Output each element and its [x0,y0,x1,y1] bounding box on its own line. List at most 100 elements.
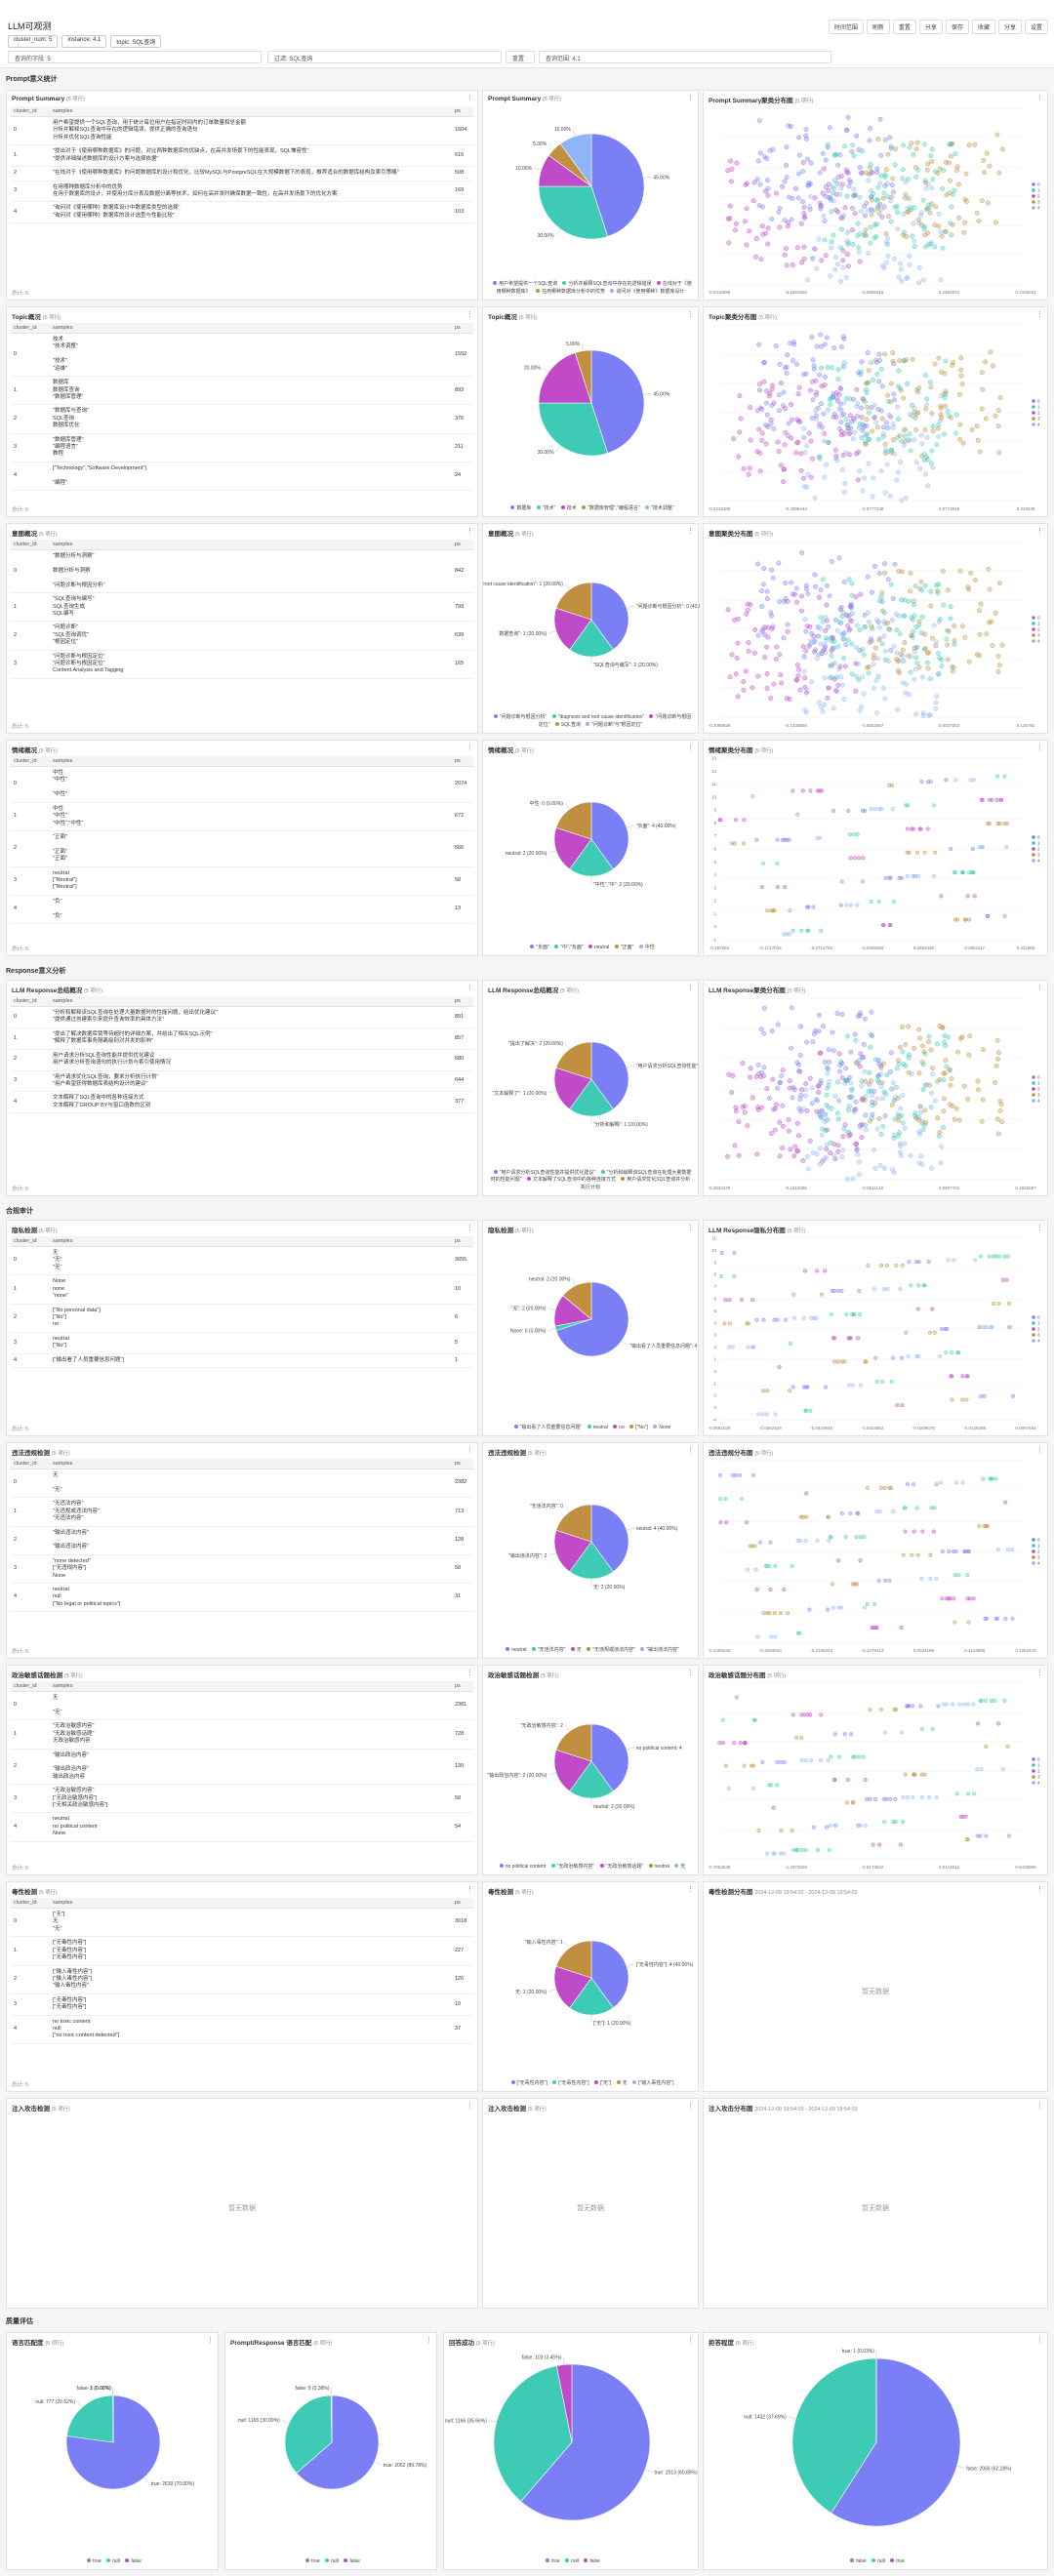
scatter-point[interactable] [782,406,788,412]
scatter-point[interactable] [860,674,865,680]
scatter-point[interactable] [772,908,777,913]
scatter-point[interactable] [756,1412,761,1417]
scatter-point[interactable] [891,1135,897,1141]
scatter-point[interactable] [810,397,816,403]
column-header[interactable]: cluster_id [11,1681,50,1692]
scatter-point[interactable] [772,1611,777,1616]
scatter-point[interactable] [838,344,844,349]
scatter-point[interactable] [916,873,921,878]
scatter-point[interactable] [892,561,898,567]
scatter-point[interactable] [989,1325,993,1330]
scatter-point[interactable] [870,494,875,500]
scatter-point[interactable] [911,152,916,157]
scatter-point[interactable] [900,1263,905,1268]
table-row[interactable]: 0 用户希望提供一个SQL查询，用于统计每位用户在指定时间内的订单数量和总金额 分… [11,116,473,146]
scatter-point[interactable] [832,1156,838,1162]
pie-slice[interactable] [555,2363,573,2443]
scatter-point[interactable] [818,615,824,621]
scatter-point[interactable] [879,807,884,812]
scatter-point[interactable] [809,416,815,421]
legend-item[interactable]: "问题诊断与根因分析" [490,714,547,720]
scatter-point[interactable] [837,385,843,391]
scatter-point[interactable] [932,1098,938,1104]
scatter-point[interactable] [777,599,783,604]
scatter-point[interactable] [983,1616,988,1621]
scatter-point[interactable] [808,160,814,166]
section-prompt[interactable]: Prompt意义统计 [6,76,58,83]
scatter-point[interactable] [717,1741,722,1746]
scatter-point[interactable] [907,144,912,150]
scatter-point[interactable] [835,1116,841,1122]
scatter-point[interactable] [917,465,923,471]
scatter-point[interactable] [845,252,850,257]
scatter-point[interactable] [817,700,822,705]
scatter-point[interactable] [910,826,914,831]
scatter-point[interactable] [981,158,987,163]
scatter-point[interactable] [841,431,847,437]
scatter-point[interactable] [910,1552,914,1557]
table-row[interactable]: 4 ["Technology","Software Development"] "… [11,462,473,492]
scatter-point[interactable] [770,146,776,152]
scatter-point[interactable] [758,257,764,262]
scatter-point[interactable] [872,1147,877,1152]
legend-item[interactable]: "分析和解释该SQL查询在处理大量数据时的性能问题" [490,1169,692,1183]
scatter-point[interactable] [889,194,894,200]
scatter-point[interactable] [997,821,1002,825]
scatter-point[interactable] [837,425,842,431]
scatter-point[interactable] [771,681,777,687]
scatter-point[interactable] [723,1763,728,1768]
scatter-point[interactable] [940,186,946,191]
legend-dot-icon[interactable] [1032,1075,1035,1079]
scatter-point[interactable] [894,612,899,617]
scatter-point[interactable] [771,1107,776,1112]
scatter-point[interactable] [803,583,809,588]
scatter-point[interactable] [974,210,980,216]
scatter-point[interactable] [890,1167,896,1173]
scatter-point[interactable] [848,1080,854,1086]
scatter-point[interactable] [911,1704,915,1709]
scatter-point[interactable] [905,826,910,831]
scatter-point[interactable] [807,1138,813,1144]
scatter-point[interactable] [933,204,939,210]
scatter-point[interactable] [855,221,861,226]
reset-button[interactable]: 重置 [892,20,916,34]
scatter-point[interactable] [745,181,750,186]
scatter-point[interactable] [966,1549,971,1553]
scatter-point[interactable] [812,366,817,372]
scatter-point[interactable] [839,1510,844,1515]
scatter-point[interactable] [873,1796,878,1801]
scatter-point[interactable] [718,1520,723,1525]
scatter-point[interactable] [856,147,862,152]
scatter-point[interactable] [846,1107,851,1112]
scatter-point[interactable] [768,421,774,426]
scatter-point[interactable] [940,568,946,574]
scatter-point[interactable] [799,593,804,599]
scatter-point[interactable] [820,1126,826,1132]
scatter-point[interactable] [825,365,831,370]
scatter-point[interactable] [972,141,978,147]
scatter-point[interactable] [860,488,866,494]
scatter-point[interactable] [897,358,902,364]
scatter-point[interactable] [872,1089,877,1094]
scatter-point[interactable] [801,1107,806,1112]
scatter-point[interactable] [760,1412,765,1417]
scatter-point[interactable] [905,850,910,855]
scatter-point[interactable] [866,670,872,676]
scatter-point[interactable] [877,357,882,363]
scatter-point[interactable] [840,213,846,219]
column-header[interactable]: ps [452,996,473,1007]
scatter-point[interactable] [802,617,808,623]
scatter-point[interactable] [888,198,893,204]
scatter-point[interactable] [804,624,810,629]
scatter-point[interactable] [754,408,760,414]
scatter-point[interactable] [976,1087,981,1093]
scatter-point[interactable] [753,236,759,241]
scatter-point[interactable] [929,159,935,164]
scatter-point[interactable] [885,194,891,200]
scatter-point[interactable] [733,671,739,677]
scatter-point[interactable] [989,1699,993,1704]
scatter-point[interactable] [786,421,791,426]
scatter-point[interactable] [789,402,793,407]
scatter-point[interactable] [855,1151,861,1157]
scatter-point[interactable] [898,1044,903,1050]
